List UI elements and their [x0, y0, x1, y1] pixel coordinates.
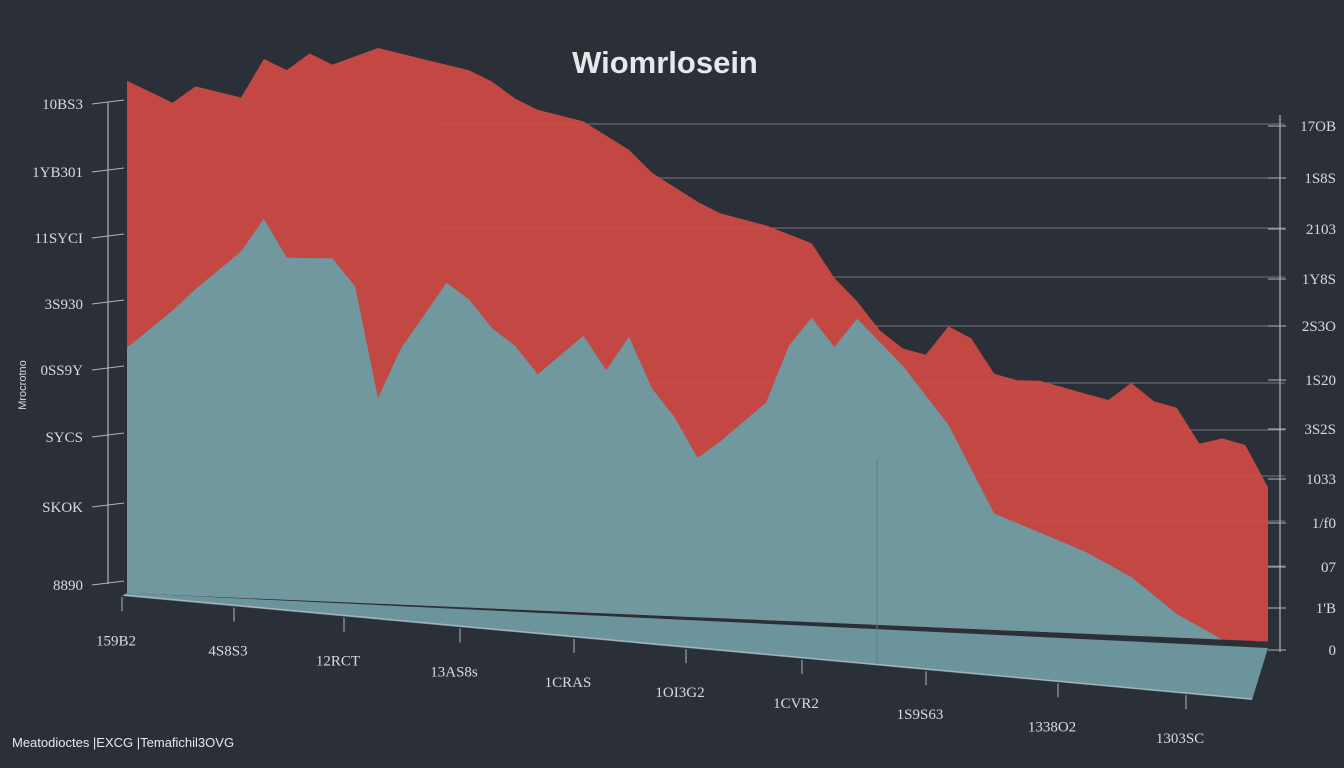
y-right-tick-label: 1S8S	[1304, 171, 1336, 187]
series-2-area	[127, 218, 1268, 642]
footer-caption: Meatodioctes |EXCG |Temafichil3OVG	[12, 735, 234, 750]
x-tick-label: 159B2	[96, 633, 136, 649]
y-tick-mark	[91, 233, 125, 239]
y-tick-label: 3S930	[45, 297, 83, 313]
axis-layer: 10BS3 1YB301 11SYCI 3S930 0SS9Y SYCS SKOK 8890 1…	[32, 97, 1336, 747]
y-right-tick-label: 2S3O	[1302, 319, 1336, 335]
x-tick-label: 13AS8s	[430, 664, 478, 680]
y-tick-mark	[91, 365, 125, 371]
y-right-tick-label: 0	[1329, 643, 1337, 659]
y-tick-mark	[91, 167, 125, 173]
y-right-tick-label: 3S2S	[1304, 422, 1336, 438]
x-tick-label: 1303SC	[1156, 731, 1204, 747]
y-right-tick-label: 1/f0	[1312, 516, 1336, 532]
y-right-tick-label: 07	[1321, 560, 1337, 576]
y-tick-label: 0SS9Y	[40, 363, 83, 379]
x-tick-label: 1CVR2	[773, 696, 819, 712]
y-tick-label: SYCS	[45, 430, 83, 446]
y-tick-mark	[91, 299, 125, 305]
x-axis-line	[123, 594, 1253, 700]
y-tick-mark	[91, 580, 125, 586]
label-layer: Wiomrlosein Mrocrotno Meatodioctes |EXCG…	[12, 45, 758, 750]
x-tick-label: 1CRAS	[545, 675, 592, 691]
y-tick-label: 8890	[53, 578, 83, 594]
y-tick-label: 10BS3	[42, 97, 83, 113]
y-tick-mark	[91, 432, 125, 438]
y-right-tick-label: 1033	[1306, 472, 1336, 488]
chart-title: Wiomrlosein	[572, 45, 758, 80]
y-right-tick-label: 1'B	[1316, 601, 1336, 617]
x-tick-label: 4S8S3	[208, 644, 247, 660]
area-layer	[122, 48, 1268, 700]
y-right-tick-label: 1Y8S	[1302, 272, 1336, 288]
y-right-tick-label: 2103	[1306, 222, 1336, 238]
x-tick-label: 1338O2	[1028, 719, 1076, 735]
y-tick-label: SKOK	[42, 500, 83, 516]
y-tick-mark	[91, 502, 125, 508]
y-right-tick-label: 1S20	[1305, 373, 1336, 389]
x-tick-label: 1OI3G2	[655, 685, 704, 701]
x-tick-label: 12RCT	[316, 654, 360, 670]
y-tick-label: 11SYCI	[34, 231, 83, 247]
y-tick-mark	[91, 99, 125, 105]
y-axis-label: Mrocrotno	[17, 360, 29, 410]
floor-slab	[122, 593, 1268, 700]
y-right-tick-label: 17OB	[1300, 119, 1336, 135]
y-tick-label: 1YB301	[32, 165, 83, 181]
x-tick-label: 1S9S63	[897, 707, 944, 723]
